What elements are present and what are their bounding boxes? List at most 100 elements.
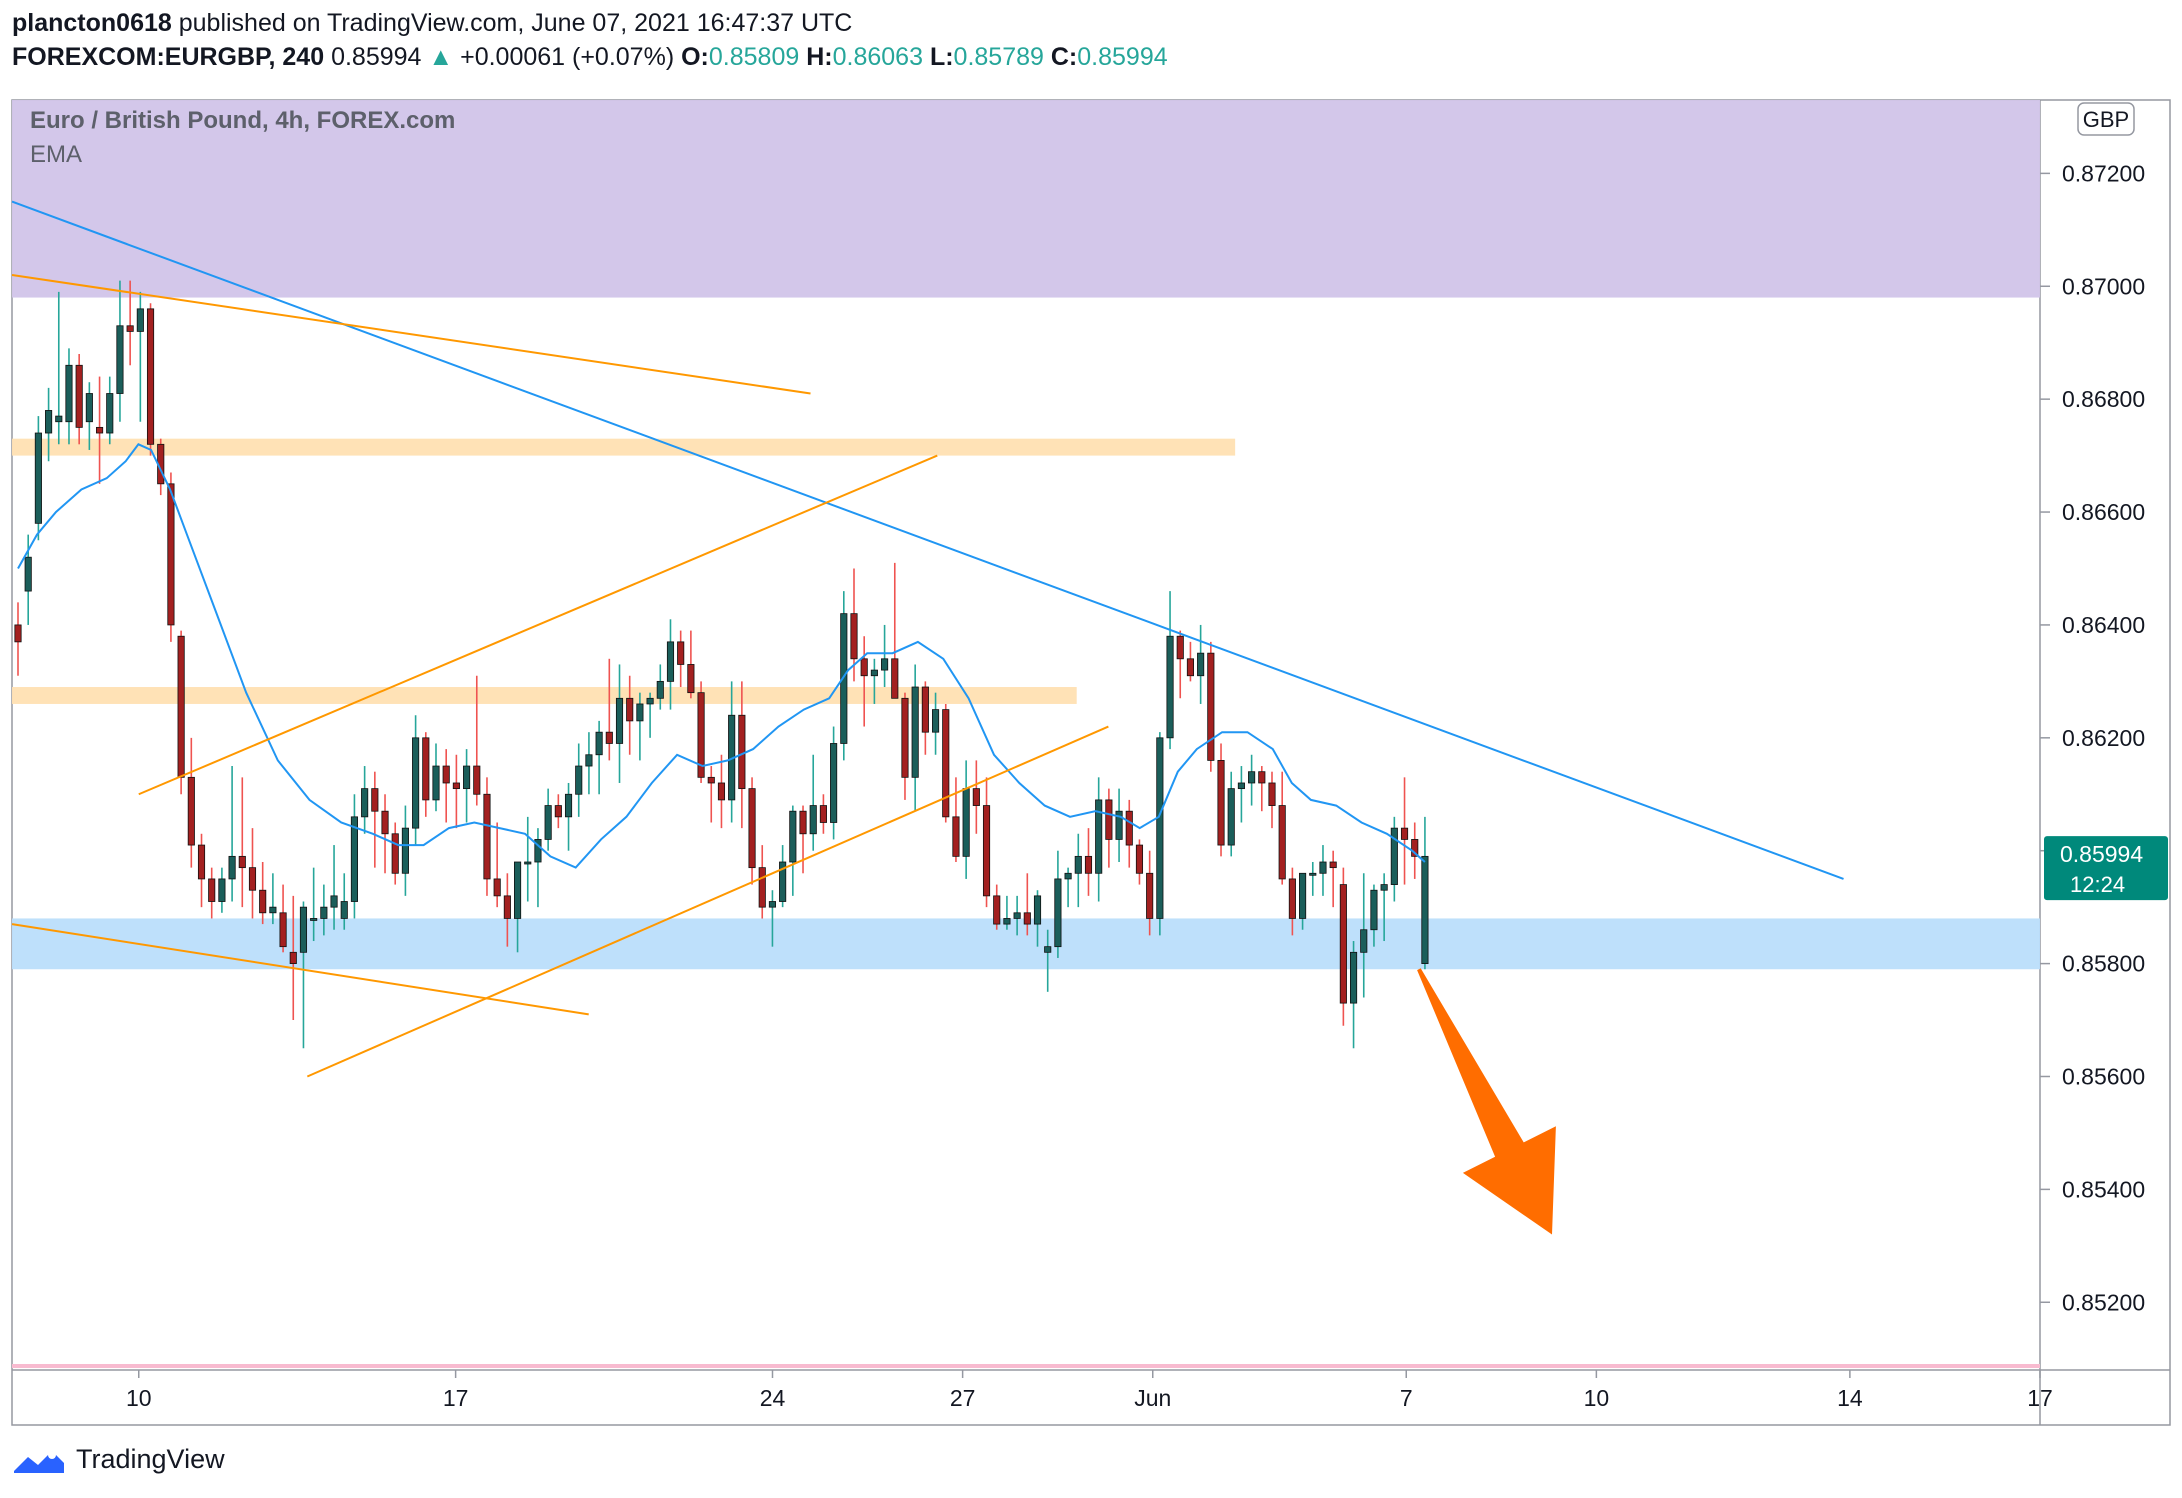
author-name[interactable]: plancton0618 (12, 9, 172, 37)
brand-name: TradingView (76, 1444, 225, 1474)
close-value: 0.85994 (1077, 43, 1168, 71)
high-value: 0.86063 (832, 43, 923, 71)
candle-down (14, 624, 22, 643)
candle-down (554, 805, 562, 818)
candle-up (1237, 782, 1245, 790)
candle-down (819, 805, 827, 823)
candle-down (381, 810, 389, 835)
candle-down (371, 788, 379, 812)
candle-down (238, 855, 246, 869)
support-zone (12, 918, 2040, 970)
candle-up (646, 697, 654, 705)
candle-down (626, 697, 634, 722)
candle-up (789, 810, 797, 863)
last-price-label: 0.85994 (2060, 841, 2143, 867)
candle-up (350, 816, 358, 902)
candle-down (1084, 855, 1093, 874)
candle-down (952, 816, 960, 857)
brand-footer[interactable]: TradingView (12, 1444, 225, 1475)
orange-zone-upper (12, 438, 1236, 456)
candle-up (768, 901, 776, 908)
candle-down (197, 844, 206, 880)
time-tick-label: 10 (126, 1385, 152, 1411)
candle-up (106, 393, 114, 434)
candle-down (452, 782, 460, 790)
candle-down (697, 692, 705, 778)
channel-upper-line (138, 454, 938, 796)
candle-down (1278, 805, 1286, 880)
price-tick-label: 0.85200 (2062, 1289, 2145, 1315)
candle-up (1115, 810, 1123, 840)
candle-down (1186, 658, 1194, 677)
candle-up (1003, 918, 1011, 925)
candle-down (96, 426, 104, 434)
candle-up (269, 906, 277, 914)
candle-down (473, 765, 481, 795)
candle-up (656, 680, 664, 699)
candle-down (442, 765, 450, 784)
time-tick-label: 7 (1400, 1385, 1413, 1411)
price-tick-label: 0.85600 (2062, 1063, 2145, 1089)
candle-up (432, 765, 440, 801)
candle-up (870, 669, 878, 677)
candle-up (320, 906, 328, 919)
resistance-zone (12, 100, 2040, 298)
candle-up (534, 839, 542, 863)
candle-down (187, 776, 195, 846)
candle-up (1309, 872, 1317, 876)
currency-label: GBP (2083, 107, 2129, 132)
candle-up (595, 731, 603, 756)
last-price-badge (2044, 836, 2168, 901)
candle-down (677, 641, 685, 665)
high-label: H: (806, 43, 833, 71)
change-up-icon: ▲ (428, 43, 454, 71)
candle-up (228, 855, 236, 880)
candle-down (1125, 810, 1133, 846)
candle-up (330, 895, 338, 908)
candle-up (65, 364, 73, 423)
candle-up (931, 709, 940, 733)
candle-down (707, 776, 715, 784)
candle-down (279, 912, 287, 948)
candle-up (585, 754, 593, 767)
channel-lower-line (306, 725, 1109, 1078)
candle-down (1217, 760, 1225, 846)
ema-line (17, 443, 1426, 869)
candle-down (1400, 827, 1409, 840)
candle-up (1349, 951, 1358, 1004)
publish-text: published on TradingView.com, June 07, 2… (178, 9, 853, 37)
candle-up (830, 743, 838, 823)
candle-up (1054, 878, 1062, 948)
chart-frame (11, 99, 2171, 1426)
candle-up (962, 788, 970, 857)
price-tick-label: 0.85800 (2062, 951, 2145, 977)
candle-down (177, 635, 185, 778)
candle-up (1299, 872, 1307, 919)
candle-up (1033, 895, 1042, 925)
candle-up (116, 325, 124, 394)
candle-down (126, 325, 134, 332)
candle-down (901, 697, 909, 778)
candle-down (289, 951, 297, 964)
candle-up (1074, 855, 1082, 874)
candle-down (799, 810, 807, 835)
legend-ema: EMA (30, 141, 82, 168)
price-change: +0.00061 (+0.07%) (460, 43, 675, 71)
time-tick-label: 10 (1584, 1385, 1610, 1411)
candle-up (136, 308, 144, 332)
candle-up (401, 827, 409, 874)
candle-up (1013, 912, 1021, 919)
currency-badge (2077, 102, 2135, 136)
candle-up (1319, 861, 1327, 874)
candle-down (1176, 635, 1184, 660)
candle-up (1390, 827, 1398, 885)
orange-zone-lower (12, 687, 1077, 704)
candle-up (310, 918, 318, 921)
price-tick-label: 0.86600 (2062, 499, 2145, 525)
candle-up (1156, 737, 1164, 919)
candle-up (544, 805, 552, 840)
price-tick-label: 0.87000 (2062, 273, 2145, 299)
time-tick-label: 14 (1837, 1385, 1863, 1411)
time-tick-label: 27 (950, 1385, 976, 1411)
